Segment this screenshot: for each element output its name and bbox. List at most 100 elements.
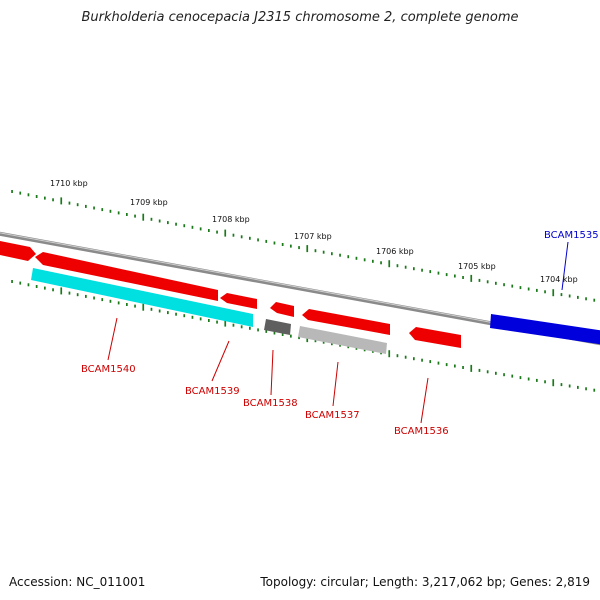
leader-bcam1537 xyxy=(332,361,339,407)
minor-tick xyxy=(462,366,464,369)
minor-tick xyxy=(478,278,481,282)
minor-tick xyxy=(19,281,22,285)
gene-bcam1539[interactable] xyxy=(220,293,257,309)
gene-bcam1536[interactable] xyxy=(409,327,461,348)
minor-tick xyxy=(404,265,407,269)
minor-tick xyxy=(322,340,325,344)
minor-tick xyxy=(175,222,177,226)
minor-tick xyxy=(495,371,497,375)
major-tick xyxy=(306,245,309,253)
kbp-label-1710: 1710 kbp xyxy=(50,179,88,188)
gene-bcam1538[interactable] xyxy=(264,319,291,335)
minor-tick xyxy=(429,270,432,274)
minor-tick xyxy=(437,271,440,275)
minor-tick xyxy=(454,274,456,278)
gene-bcam1540-forward[interactable] xyxy=(35,252,218,301)
minor-tick xyxy=(11,190,13,193)
minor-tick xyxy=(175,312,177,316)
minor-tick xyxy=(158,309,161,313)
gene-bcam1537[interactable] xyxy=(298,326,387,354)
minor-tick xyxy=(232,323,235,327)
minor-tick xyxy=(486,280,489,284)
accession-text: Accession: NC_011001 xyxy=(9,575,146,589)
kbp-label-1704: 1704 kbp xyxy=(540,275,578,284)
minor-tick xyxy=(265,239,268,243)
minor-tick xyxy=(44,286,46,290)
minor-tick xyxy=(109,209,112,213)
minor-tick xyxy=(101,298,104,302)
minor-tick xyxy=(314,339,317,343)
gene-bcam1540[interactable] xyxy=(31,268,253,327)
gene-bcam1537-forward[interactable] xyxy=(302,309,390,335)
gene-label-bcam1540: BCAM1540 xyxy=(81,364,136,375)
minor-tick xyxy=(454,364,456,368)
major-tick xyxy=(142,303,145,311)
minor-tick xyxy=(396,264,399,268)
minor-tick xyxy=(339,253,341,257)
leader-bcam1540 xyxy=(107,317,118,361)
minor-tick xyxy=(52,288,54,292)
minor-tick xyxy=(478,368,481,372)
gene-bcam1535[interactable] xyxy=(490,314,600,345)
minor-tick xyxy=(158,219,161,223)
minor-tick xyxy=(216,230,218,234)
minor-tick xyxy=(273,331,276,335)
minor-tick xyxy=(536,378,538,382)
minor-tick xyxy=(167,221,169,225)
minor-tick xyxy=(76,293,79,297)
minor-tick xyxy=(585,297,587,301)
gene-label-bcam1538: BCAM1538 xyxy=(243,398,298,409)
minor-tick xyxy=(208,319,210,322)
minor-tick xyxy=(68,291,71,295)
minor-tick xyxy=(68,201,71,205)
minor-tick xyxy=(101,208,104,212)
kbp-label-1707: 1707 kbp xyxy=(294,232,332,241)
minor-tick xyxy=(126,303,128,306)
minor-tick xyxy=(134,214,136,218)
minor-tick xyxy=(527,377,530,381)
outer-tick-marks xyxy=(11,190,596,302)
minor-tick xyxy=(281,243,284,246)
minor-tick xyxy=(445,273,448,277)
leader-bcam1535 xyxy=(561,241,569,291)
minor-tick xyxy=(109,299,112,303)
minor-tick xyxy=(560,383,563,387)
minor-tick xyxy=(240,235,243,239)
minor-tick xyxy=(527,287,530,291)
leader-bcam1536 xyxy=(420,377,429,424)
minor-tick xyxy=(519,376,522,380)
minor-tick xyxy=(331,252,333,256)
gene-bcam1538-forward[interactable] xyxy=(270,302,294,317)
minor-tick xyxy=(150,217,153,221)
minor-tick xyxy=(593,388,596,392)
minor-tick xyxy=(199,317,202,321)
minor-tick xyxy=(232,233,235,237)
minor-tick xyxy=(339,343,341,347)
minor-tick xyxy=(273,241,276,245)
major-tick xyxy=(60,197,63,205)
minor-tick xyxy=(27,193,30,197)
gene-arrow-edge[interactable] xyxy=(0,240,36,261)
major-tick xyxy=(552,379,555,387)
major-tick xyxy=(388,260,391,268)
minor-tick xyxy=(257,238,259,242)
minor-tick xyxy=(577,385,579,389)
minor-tick xyxy=(396,354,399,358)
minor-tick xyxy=(191,225,194,229)
minor-tick xyxy=(208,229,210,232)
minor-tick xyxy=(536,288,538,292)
minor-tick xyxy=(495,281,497,285)
minor-tick xyxy=(519,286,522,290)
minor-tick xyxy=(27,283,30,287)
minor-tick xyxy=(240,325,243,329)
minor-tick xyxy=(265,329,268,333)
minor-tick xyxy=(216,320,218,324)
minor-tick xyxy=(93,206,95,210)
minor-tick xyxy=(437,361,440,365)
minor-tick xyxy=(347,255,350,259)
minor-tick xyxy=(331,342,333,346)
minor-tick xyxy=(413,357,415,361)
minor-tick xyxy=(503,283,505,287)
minor-tick xyxy=(298,336,300,340)
